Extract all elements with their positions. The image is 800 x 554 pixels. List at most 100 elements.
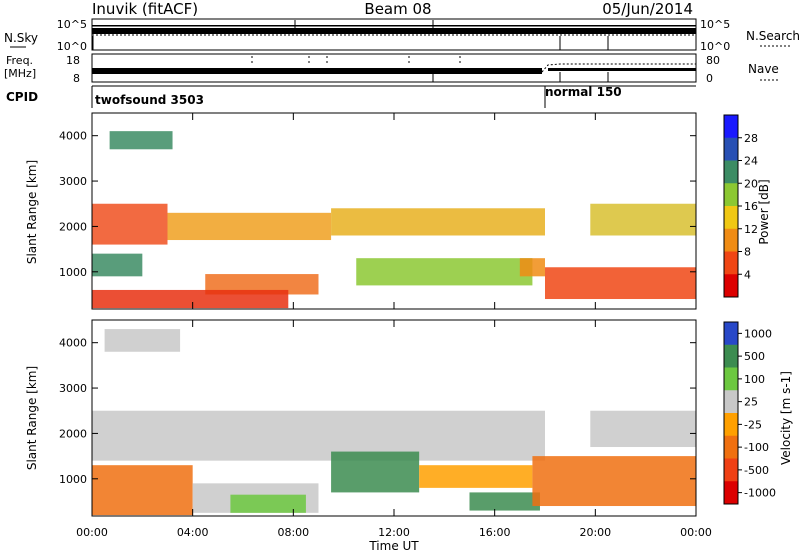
- velocity-colorbar-swatch-5: [724, 435, 738, 459]
- power-band-4: [92, 253, 143, 277]
- velocity-colorbar-swatch-1: [724, 344, 738, 368]
- power-colorbar-tick-label-2: 12: [744, 223, 758, 236]
- velocity-colorbar-tick-label-6: -500: [744, 464, 769, 477]
- power-colorbar-swatch-7: [724, 274, 738, 298]
- power-colorbar-tick-label-4: 20: [744, 177, 758, 190]
- power-colorbar-label: Power [dB]: [757, 179, 771, 244]
- power-band-5: [205, 274, 319, 295]
- velocity-colorbar-tick-label-2: 100: [744, 373, 765, 386]
- velocity-band-9: [104, 329, 181, 352]
- xtick-label-0: 00:00: [76, 526, 108, 539]
- velocity-colorbar-swatch-3: [724, 390, 738, 414]
- xtick-label-3: 12:00: [378, 526, 410, 539]
- velocity-band-7: [469, 492, 540, 511]
- power-ytick-label-2: 3000: [59, 175, 87, 188]
- nave-tick-high: 80: [706, 54, 720, 67]
- power-colorbar-swatch-4: [724, 206, 738, 230]
- velocity-colorbar-tick-label-4: -25: [744, 418, 762, 431]
- nsearch-label: N.Search: [746, 29, 800, 43]
- velocity-ytick-label-0: 1000: [59, 473, 87, 486]
- power-ytick-label-3: 4000: [59, 130, 87, 143]
- time-x-axis: 00:00 04:00 08:00 12:00 16:00 20:00 00:00: [76, 113, 712, 539]
- velocity-band-0: [92, 410, 545, 461]
- nave-label: Nave: [748, 62, 779, 76]
- power-band-10: [109, 131, 173, 150]
- power-data: [92, 131, 696, 309]
- power-band-3: [590, 203, 696, 236]
- x-axis-label: Time UT: [368, 539, 419, 553]
- nave-tick-low: 0: [706, 72, 713, 85]
- power-band-7: [356, 258, 533, 286]
- power-band-6: [92, 289, 289, 309]
- power-y-axis: 1000 2000 3000 4000: [59, 130, 696, 279]
- power-colorbar-swatch-2: [724, 160, 738, 184]
- nsky-trace: [92, 25, 696, 34]
- nsky-label: N.Sky: [4, 31, 38, 45]
- xtick-label-4: 16:00: [479, 526, 511, 539]
- power-colorbar-tick-label-5: 24: [744, 155, 758, 168]
- velocity-ytick-label-1: 2000: [59, 427, 87, 440]
- xtick-label-1: 04:00: [177, 526, 209, 539]
- velocity-colorbar-swatch-4: [724, 413, 738, 437]
- velocity-ytick-label-3: 4000: [59, 337, 87, 350]
- power-colorbar-swatch-6: [724, 251, 738, 275]
- beam-title: Beam 08: [364, 0, 431, 18]
- velocity-data: [92, 329, 696, 516]
- velocity-colorbar-swatch-6: [724, 458, 738, 482]
- velocity-colorbar-swatch-0: [724, 322, 738, 346]
- velocity-colorbar-tick-label-3: 25: [744, 396, 758, 409]
- freq-tick-low: 8: [73, 72, 80, 85]
- freq-label-line2: [MHz]: [4, 67, 36, 80]
- nsearch-tick-high: 10^5: [700, 18, 730, 31]
- velocity-band-2: [92, 465, 193, 516]
- xtick-label-2: 08:00: [277, 526, 309, 539]
- cpid-segment-1: twofsound 3503: [95, 93, 204, 107]
- nsky-tick-high: 10^5: [57, 18, 87, 31]
- station-title: Inuvik (fitACF): [92, 0, 198, 18]
- freq-trace-late: [548, 68, 696, 71]
- power-colorbar-swatch-1: [724, 137, 738, 161]
- velocity-band-8: [532, 456, 696, 507]
- velocity-colorbar-tick-label-7: -1000: [744, 487, 776, 500]
- freq-spikes: [432, 72, 609, 82]
- freq-tick-high: 18: [66, 54, 80, 67]
- velocity-band-4: [230, 494, 306, 513]
- power-ylabel: Slant Range [km]: [25, 160, 39, 264]
- nsky-spikes: [92, 20, 609, 50]
- power-colorbar-swatch-5: [724, 228, 738, 252]
- nave-trace: [541, 63, 696, 73]
- velocity-band-5: [331, 451, 420, 493]
- velocity-ylabel: Slant Range [km]: [25, 366, 39, 470]
- velocity-colorbar-swatch-2: [724, 367, 738, 391]
- power-colorbar-swatch-3: [724, 183, 738, 207]
- power-colorbar-tick-label-1: 8: [744, 246, 751, 259]
- nsky-tick-low: 10^0: [57, 40, 87, 53]
- velocity-band-1: [590, 410, 696, 448]
- power-colorbar: 4 8 12 16 20 24 28: [723, 114, 758, 298]
- velocity-colorbar-tick-label-5: -100: [744, 441, 769, 454]
- velocity-y-axis: 1000 2000 3000 4000: [59, 337, 696, 486]
- xtick-label-6: 00:00: [680, 526, 712, 539]
- cpid-label: CPID: [6, 90, 38, 104]
- power-band-1: [167, 212, 332, 241]
- power-colorbar-tick-label-6: 28: [744, 132, 758, 145]
- nsearch-tick-low: 10^0: [700, 40, 730, 53]
- power-band-0: [92, 203, 168, 245]
- date-title: 05/Jun/2014: [602, 0, 693, 18]
- power-colorbar-tick-label-0: 4: [744, 268, 751, 281]
- freq-trace: [92, 68, 542, 74]
- power-band-8: [519, 258, 545, 277]
- cpid-segment-2: normal 150: [545, 85, 622, 99]
- xtick-label-5: 20:00: [579, 526, 611, 539]
- velocity-colorbar-tick-label-1: 500: [744, 350, 765, 363]
- power-band-9: [545, 267, 696, 300]
- power-ytick-label-0: 1000: [59, 266, 87, 279]
- power-colorbar-tick-label-3: 16: [744, 200, 758, 213]
- velocity-colorbar: 1000 500 100 25 -25 -100 -500 -1000: [723, 321, 776, 505]
- velocity-band-6: [419, 465, 533, 488]
- power-band-2: [331, 208, 545, 236]
- freq-dots: [251, 56, 461, 66]
- velocity-colorbar-label: Velocity [m s-1]: [779, 371, 793, 465]
